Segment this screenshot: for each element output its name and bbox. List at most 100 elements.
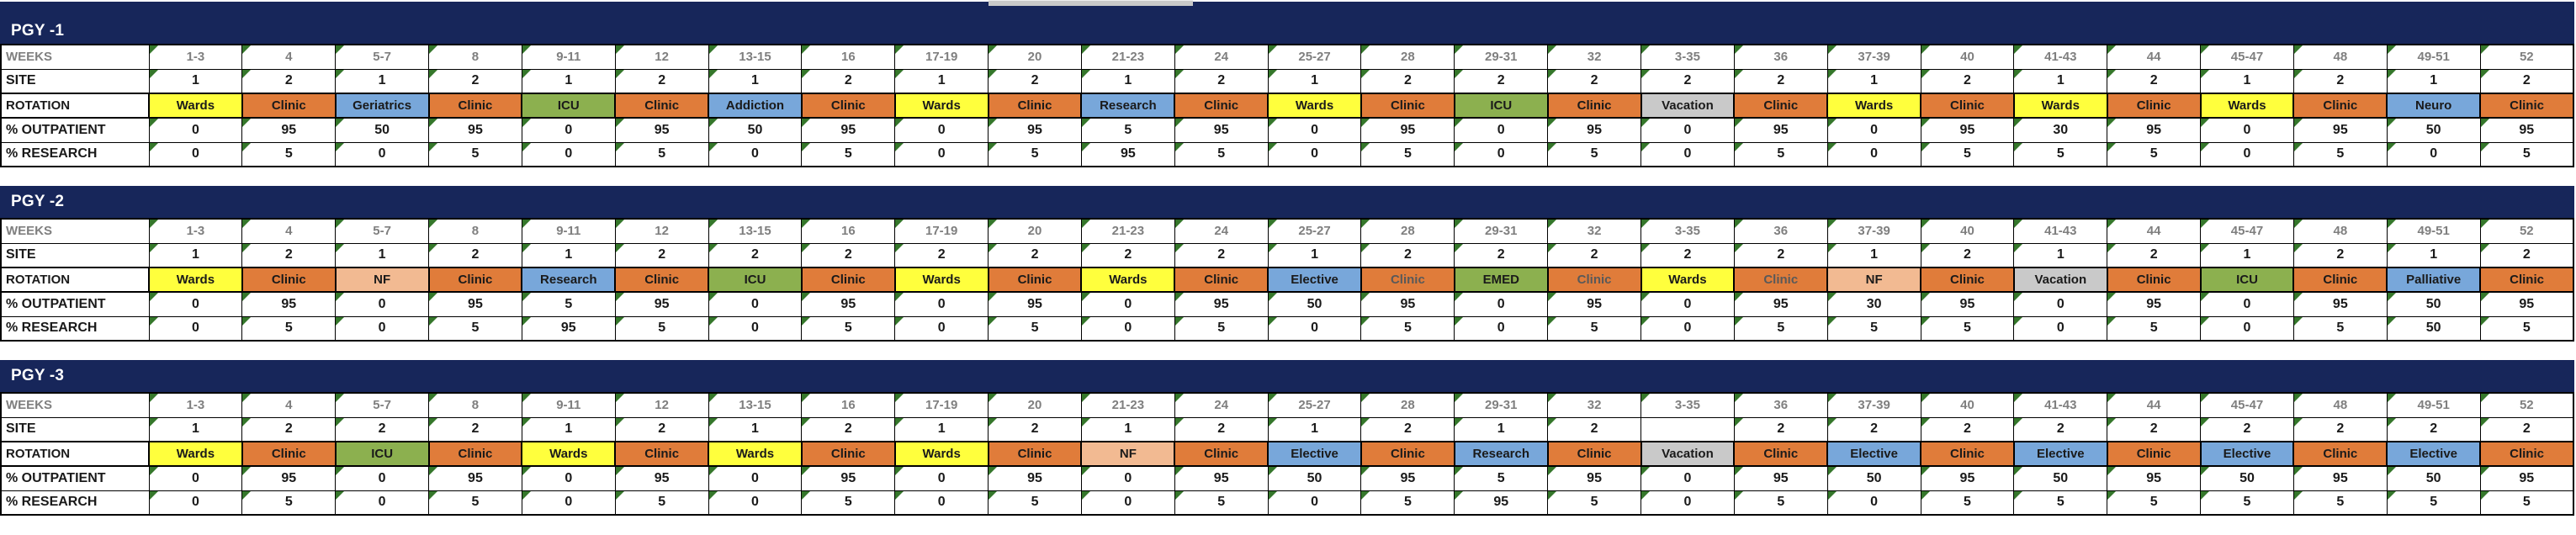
research-cell[interactable]: 0 — [2013, 315, 2108, 342]
outpatient-cell[interactable]: 95 — [2107, 291, 2202, 317]
rotation-cell[interactable]: Wards — [1640, 267, 1736, 293]
site-cell[interactable]: 2 — [2292, 68, 2388, 94]
outpatient-cell[interactable]: 0 — [1454, 291, 1549, 317]
site-cell[interactable]: 2 — [988, 416, 1082, 442]
site-cell[interactable]: 1 — [708, 416, 803, 442]
weeks-cell[interactable]: 36 — [1733, 44, 1828, 70]
weeks-cell[interactable]: 24 — [1174, 44, 1269, 70]
site-cell[interactable]: 1 — [1267, 242, 1362, 268]
outpatient-cell[interactable]: 95 — [2479, 117, 2574, 143]
weeks-cell[interactable]: 12 — [614, 218, 709, 244]
outpatient-cell[interactable]: 50 — [1826, 465, 1921, 491]
site-cell[interactable]: 1 — [2386, 68, 2481, 94]
rotation-cell[interactable]: Clinic — [1360, 441, 1455, 467]
research-cell[interactable]: 5 — [988, 315, 1082, 342]
research-cell[interactable]: 5 — [1360, 141, 1455, 167]
weeks-cell[interactable]: 1-3 — [148, 44, 243, 70]
outpatient-cell[interactable]: 95 — [1547, 117, 1641, 143]
row-label-research[interactable]: % RESEARCH — [0, 315, 150, 342]
site-cell[interactable]: 2 — [1920, 416, 2015, 442]
rotation-cell[interactable]: Wards — [148, 441, 243, 467]
site-cell[interactable]: 2 — [1174, 242, 1269, 268]
weeks-cell[interactable]: 21-23 — [1080, 44, 1175, 70]
weeks-cell[interactable]: 49-51 — [2386, 392, 2481, 418]
weeks-cell[interactable]: 5-7 — [335, 218, 430, 244]
research-cell[interactable]: 5 — [801, 315, 896, 342]
site-cell[interactable]: 2 — [2013, 416, 2108, 442]
outpatient-cell[interactable]: 0 — [894, 117, 989, 143]
site-cell[interactable]: 2 — [2200, 416, 2294, 442]
research-cell[interactable]: 5 — [2107, 141, 2202, 167]
research-cell[interactable]: 5 — [1826, 315, 1921, 342]
research-cell[interactable]: 0 — [1826, 141, 1921, 167]
rotation-cell[interactable]: ICU — [334, 441, 430, 467]
research-cell[interactable]: 0 — [335, 315, 430, 342]
rotation-cell[interactable]: Wards — [521, 441, 617, 467]
weeks-cell[interactable]: 8 — [428, 44, 522, 70]
rotation-cell[interactable]: Wards — [1826, 93, 1922, 119]
research-cell[interactable]: 5 — [1733, 141, 1828, 167]
outpatient-cell[interactable]: 95 — [988, 465, 1082, 491]
rotation-cell[interactable]: NF — [334, 267, 430, 293]
weeks-cell[interactable]: 3-35 — [1640, 218, 1735, 244]
weeks-cell[interactable]: 17-19 — [894, 392, 989, 418]
block-title-bar[interactable]: PGY -1 — [0, 2, 2574, 44]
weeks-cell[interactable]: 44 — [2107, 44, 2202, 70]
rotation-cell[interactable]: Clinic — [987, 441, 1083, 467]
site-cell[interactable]: 1 — [148, 68, 243, 94]
outpatient-cell[interactable]: 0 — [708, 291, 803, 317]
research-cell[interactable]: 0 — [894, 315, 989, 342]
rotation-cell[interactable]: Clinic — [1174, 267, 1269, 293]
weeks-cell[interactable]: 52 — [2479, 218, 2574, 244]
outpatient-cell[interactable]: 0 — [708, 465, 803, 491]
research-cell[interactable]: 5 — [801, 141, 896, 167]
outpatient-cell[interactable]: 95 — [1547, 291, 1641, 317]
rotation-cell[interactable]: Wards — [148, 267, 243, 293]
rotation-cell[interactable]: Clinic — [1920, 93, 2015, 119]
rotation-cell[interactable]: Clinic — [241, 93, 337, 119]
rotation-cell[interactable]: Elective — [1826, 441, 1922, 467]
research-cell[interactable]: 5 — [988, 141, 1082, 167]
rotation-cell[interactable]: Clinic — [1546, 93, 1642, 119]
outpatient-cell[interactable]: 0 — [2200, 291, 2294, 317]
research-cell[interactable]: 5 — [2292, 315, 2388, 342]
research-cell[interactable]: 0 — [1267, 315, 1362, 342]
weeks-cell[interactable]: 9-11 — [521, 44, 616, 70]
site-cell[interactable]: 2 — [1733, 416, 1828, 442]
weeks-cell[interactable]: 49-51 — [2386, 44, 2481, 70]
site-cell[interactable]: 2 — [1547, 416, 1641, 442]
outpatient-cell[interactable]: 0 — [148, 291, 243, 317]
weeks-cell[interactable]: 52 — [2479, 44, 2574, 70]
rotation-cell[interactable]: Clinic — [2106, 267, 2202, 293]
research-cell[interactable]: 5 — [1360, 490, 1455, 516]
outpatient-cell[interactable]: 0 — [1640, 117, 1735, 143]
weeks-cell[interactable]: 45-47 — [2200, 44, 2294, 70]
weeks-cell[interactable]: 44 — [2107, 218, 2202, 244]
research-cell[interactable]: 5 — [241, 490, 337, 516]
rotation-cell[interactable]: Clinic — [2292, 93, 2388, 119]
horizontal-scrollbar-thumb[interactable] — [989, 0, 1193, 6]
outpatient-cell[interactable]: 0 — [148, 117, 243, 143]
research-cell[interactable]: 5 — [1920, 490, 2015, 516]
research-cell[interactable]: 5 — [2479, 141, 2574, 167]
weeks-cell[interactable]: 40 — [1920, 44, 2015, 70]
research-cell[interactable]: 5 — [428, 490, 522, 516]
research-cell[interactable]: 5 — [1920, 141, 2015, 167]
site-cell[interactable]: 2 — [428, 242, 522, 268]
weeks-cell[interactable]: 28 — [1360, 392, 1455, 418]
outpatient-cell[interactable]: 95 — [428, 291, 522, 317]
research-cell[interactable]: 5 — [428, 315, 522, 342]
outpatient-cell[interactable]: 0 — [521, 117, 616, 143]
rotation-cell[interactable]: Wards — [708, 441, 803, 467]
site-cell[interactable]: 2 — [708, 242, 803, 268]
outpatient-cell[interactable]: 30 — [1826, 291, 1921, 317]
research-cell[interactable]: 5 — [2292, 141, 2388, 167]
outpatient-cell[interactable]: 95 — [2292, 291, 2388, 317]
outpatient-cell[interactable]: 0 — [521, 465, 616, 491]
site-cell[interactable]: 2 — [1360, 242, 1455, 268]
outpatient-cell[interactable]: 95 — [2292, 465, 2388, 491]
research-cell[interactable]: 0 — [1826, 490, 1921, 516]
research-cell[interactable]: 5 — [988, 490, 1082, 516]
outpatient-cell[interactable]: 95 — [428, 465, 522, 491]
outpatient-cell[interactable]: 95 — [1547, 465, 1641, 491]
